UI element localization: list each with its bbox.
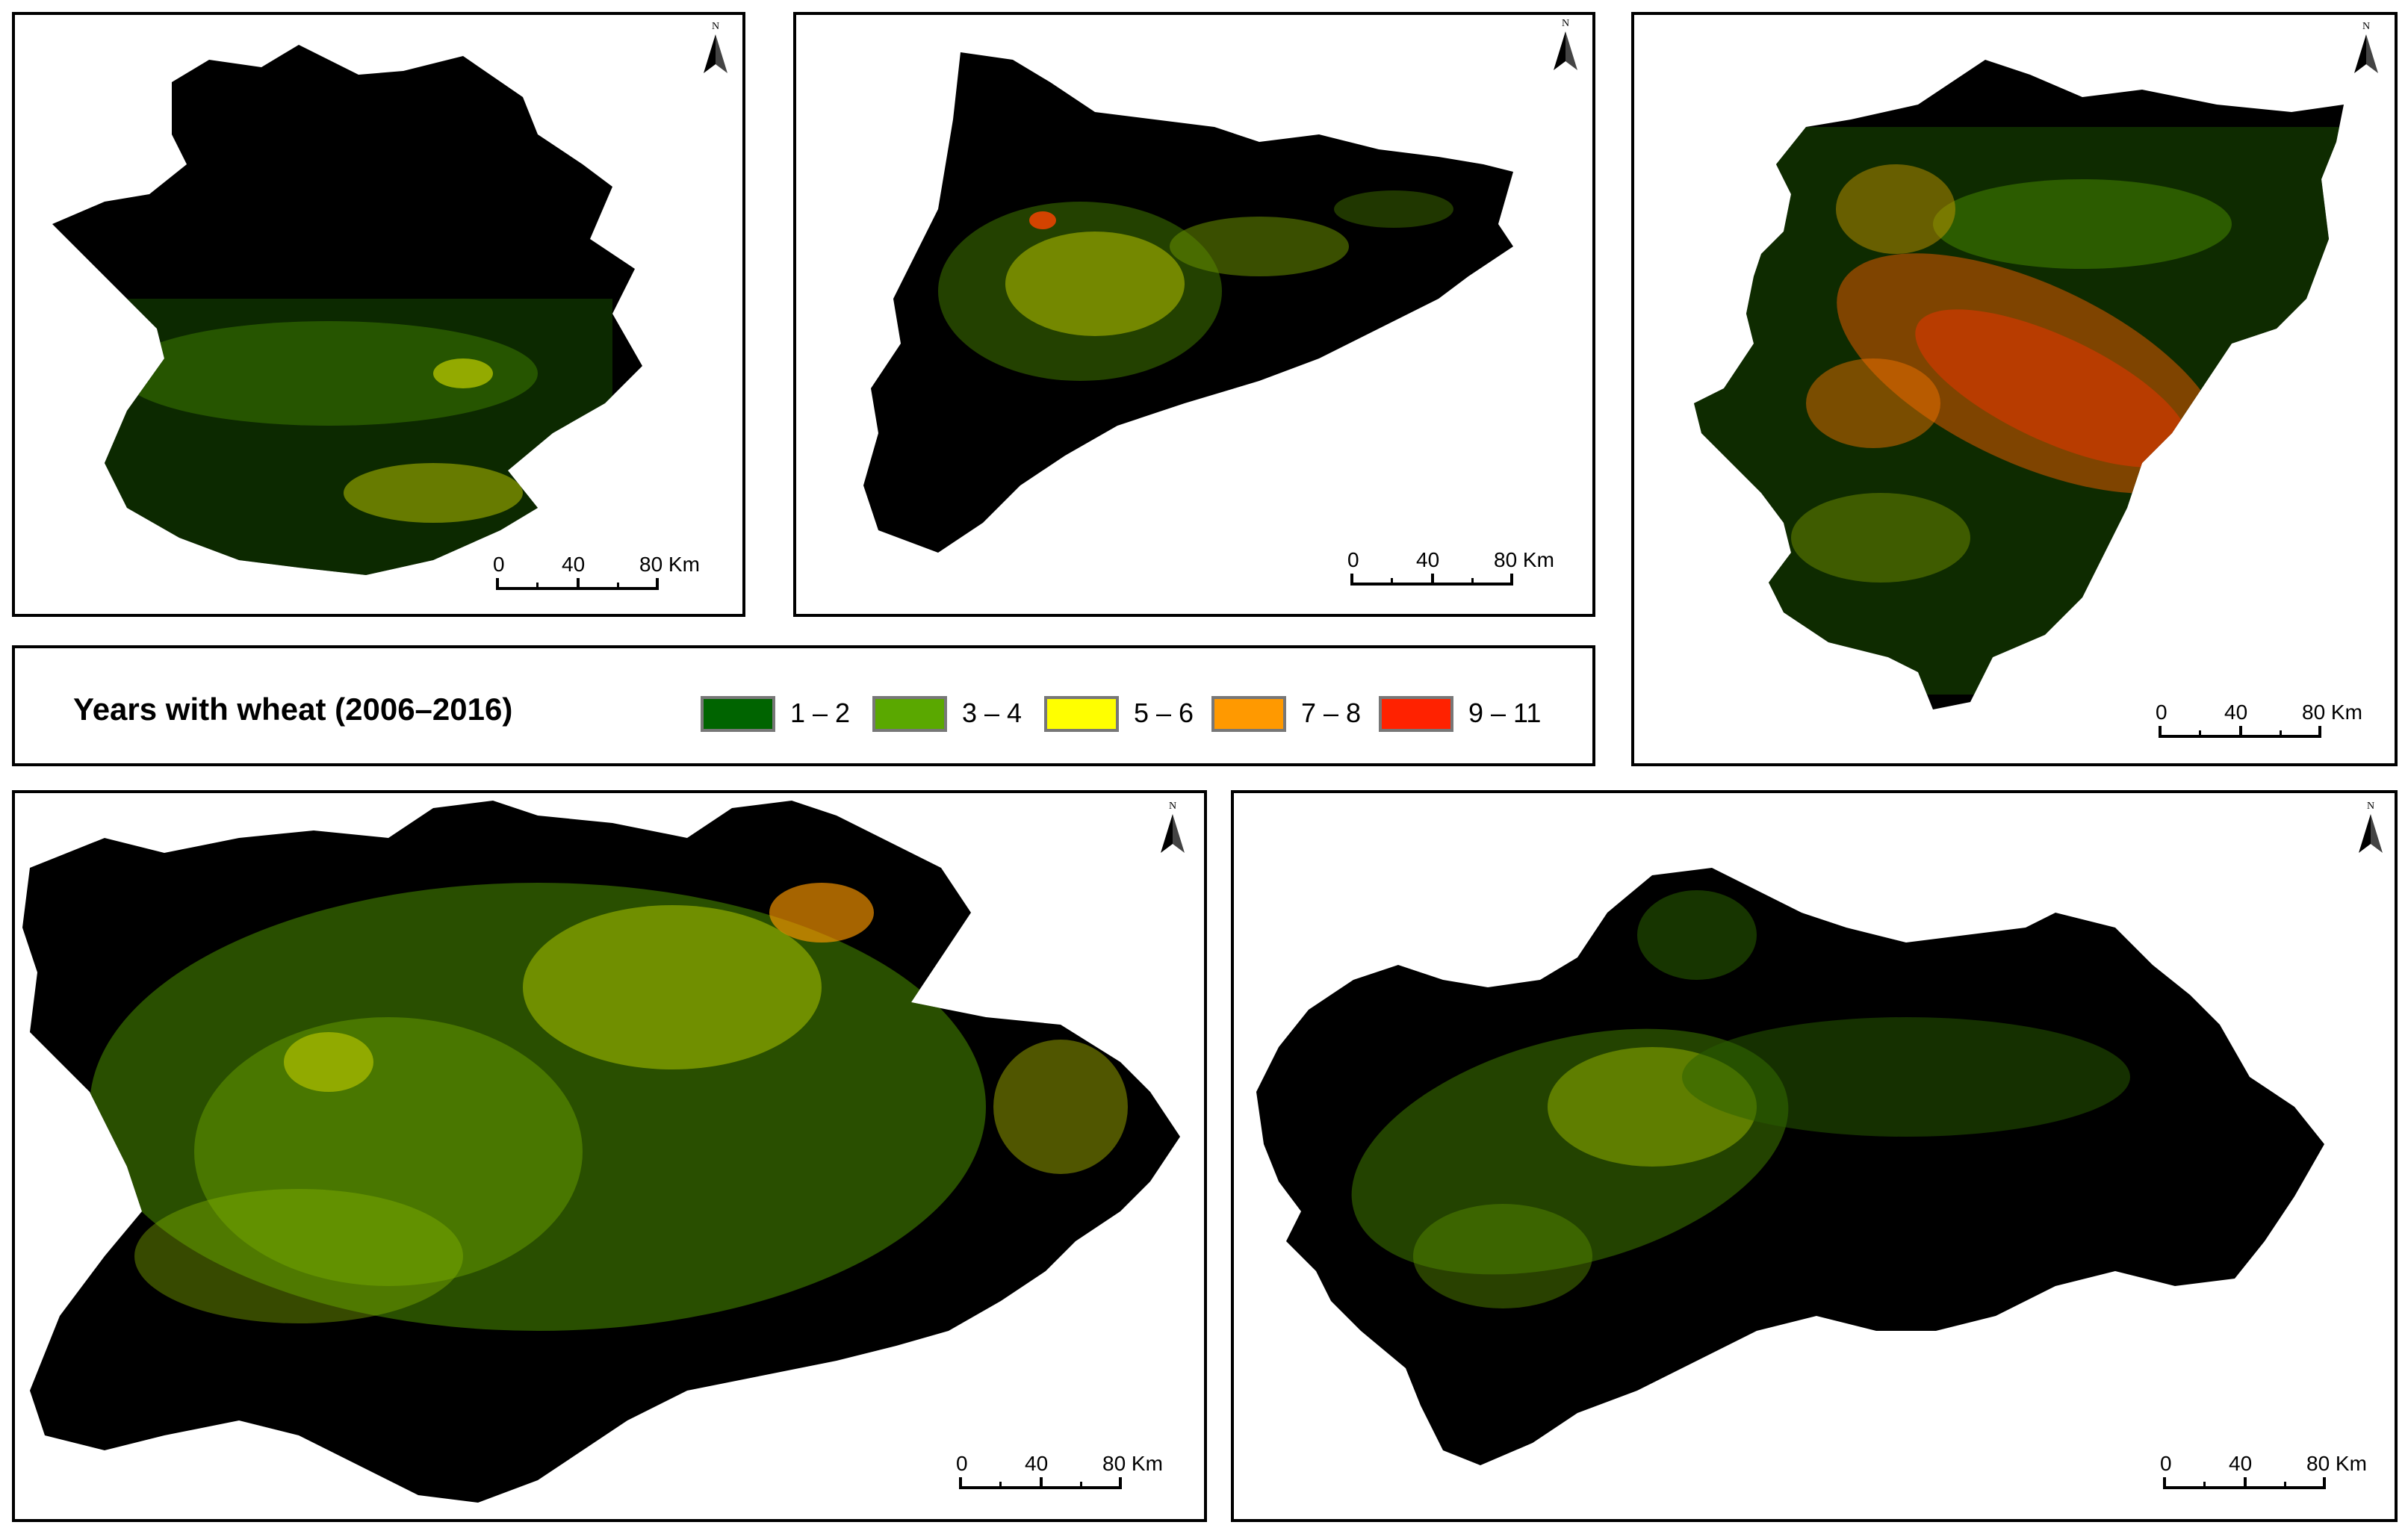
scale-bar: 0 40 80 Km: [2160, 1452, 2367, 1497]
scale-label-80: 80 Km: [2302, 701, 2362, 724]
legend-swatch: [872, 696, 947, 732]
north-letter: N: [711, 21, 720, 32]
scale-label-0: 0: [493, 553, 505, 576]
region-map-extremadura: [52, 45, 642, 575]
map-panel-extremadura: N 0 40 80 Km: [12, 12, 745, 617]
scale-bar: 0 40 80 Km: [1347, 548, 1554, 593]
north-arrow-icon: [1161, 814, 1185, 853]
north-letter: N: [1168, 801, 1177, 812]
map-panel-catalonia: N 0 40 80 Km: [793, 12, 1595, 617]
map-panel-castilla-y-leon: N 0 40 80 Km: [12, 790, 1207, 1522]
scale-label-0: 0: [956, 1452, 968, 1475]
scale-label-0: 0: [1347, 548, 1359, 571]
scale-label-80: 80 Km: [639, 553, 700, 576]
scale-label-0: 0: [2156, 701, 2167, 724]
scale-label-40: 40: [1025, 1452, 1049, 1475]
north-arrow: N: [2351, 21, 2381, 73]
region-map-catalonia: [863, 52, 1513, 553]
scale-label-40: 40: [2224, 701, 2248, 724]
scale-label-80: 80 Km: [1494, 548, 1554, 571]
legend-label: 3 – 4: [962, 698, 1023, 728]
legend-title: Years with wheat (2006–2016): [73, 692, 513, 727]
north-arrow-icon: [2359, 814, 2383, 853]
region-map-aragon: [1694, 60, 2344, 709]
north-letter: N: [2366, 801, 2375, 812]
legend-label: 5 – 6: [1134, 698, 1194, 728]
region-map-castilla-y-leon: [22, 801, 1180, 1503]
north-arrow: N: [701, 21, 730, 73]
scale-label-40: 40: [2229, 1452, 2253, 1475]
legend: Years with wheat (2006–2016) 1 – 2 3 – 4…: [12, 645, 1595, 766]
legend-swatch: [1044, 696, 1119, 732]
north-letter: N: [1561, 18, 1570, 29]
scale-label-40: 40: [562, 553, 586, 576]
region-map-andalusia: [1256, 868, 2324, 1465]
legend-swatch: [701, 696, 775, 732]
legend-label: 9 – 11: [1468, 698, 1542, 728]
map-panel-aragon: N 0 40 80 Km: [1631, 12, 2398, 766]
scale-label-40: 40: [1416, 548, 1440, 571]
north-arrow-icon: [1554, 31, 1577, 70]
north-letter: N: [2362, 21, 2371, 32]
legend-label: 1 – 2: [790, 698, 851, 728]
legend-swatch: [1379, 696, 1453, 732]
scale-label-80: 80 Km: [1102, 1452, 1163, 1475]
legend-swatch: [1211, 696, 1286, 732]
north-arrow-icon: [2354, 34, 2378, 73]
scale-bar: 0 40 80 Km: [956, 1452, 1163, 1497]
legend-label: 7 – 8: [1301, 698, 1362, 728]
scale-label-80: 80 Km: [2306, 1452, 2367, 1475]
scale-label-0: 0: [2160, 1452, 2172, 1475]
map-panel-andalusia: N 0 40 80 Km: [1231, 790, 2398, 1522]
scale-bar: 0 40 80 Km: [493, 553, 700, 597]
scale-bar: 0 40 80 Km: [2156, 701, 2362, 745]
north-arrow: N: [1551, 18, 1580, 70]
north-arrow: N: [1158, 801, 1188, 853]
north-arrow: N: [2356, 801, 2386, 853]
north-arrow-icon: [704, 34, 727, 73]
